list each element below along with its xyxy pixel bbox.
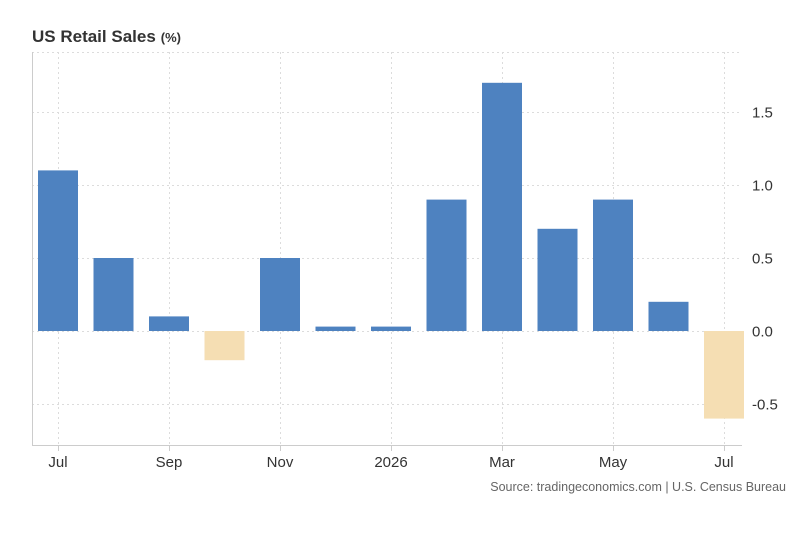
x-tick-label: May: [599, 454, 628, 471]
bar-nov-4: [260, 258, 300, 331]
y-tick-label: -0.5: [752, 397, 778, 414]
x-tick-label: Nov: [267, 454, 294, 471]
y-tick-label: 1.5: [752, 105, 773, 122]
x-tick-label: Jul: [714, 454, 733, 471]
chart-grid: [32, 52, 742, 445]
x-tick-label: 2026: [374, 454, 407, 471]
x-tick-label: Mar: [489, 454, 515, 471]
y-tick-label: 0.0: [752, 324, 773, 341]
bar-mar-8: [482, 82, 522, 331]
x-axis-labels: Jul Sep Nov 2026 Mar May Jul: [48, 454, 733, 471]
y-axis-labels: -0.5 0.0 0.5 1.0 1.5: [752, 105, 778, 414]
bar-jul-12: [704, 331, 744, 419]
chart-title-unit: (%): [161, 30, 181, 45]
chart-bars: [38, 82, 744, 419]
y-tick-label: 0.5: [752, 251, 773, 268]
bar-aug-1: [93, 258, 134, 331]
bar-sep-2: [149, 316, 189, 331]
chart-axes: [32, 52, 742, 451]
chart-title: US Retail Sales: [32, 27, 156, 46]
bar-2026-6: [371, 326, 411, 331]
x-tick-label: Jul: [48, 454, 67, 471]
x-tick-label: Sep: [156, 454, 183, 471]
bar-jun-11: [648, 301, 689, 331]
bar-feb-7: [426, 199, 467, 331]
source-note: Source: tradingeconomics.com | U.S. Cens…: [490, 480, 786, 494]
bar-apr-9: [537, 228, 578, 331]
bar-may-10: [593, 199, 633, 331]
bar-dec-5: [315, 326, 356, 331]
bar-oct-3: [204, 331, 245, 361]
y-tick-label: 1.0: [752, 178, 773, 195]
bar-jul-0: [38, 170, 78, 331]
